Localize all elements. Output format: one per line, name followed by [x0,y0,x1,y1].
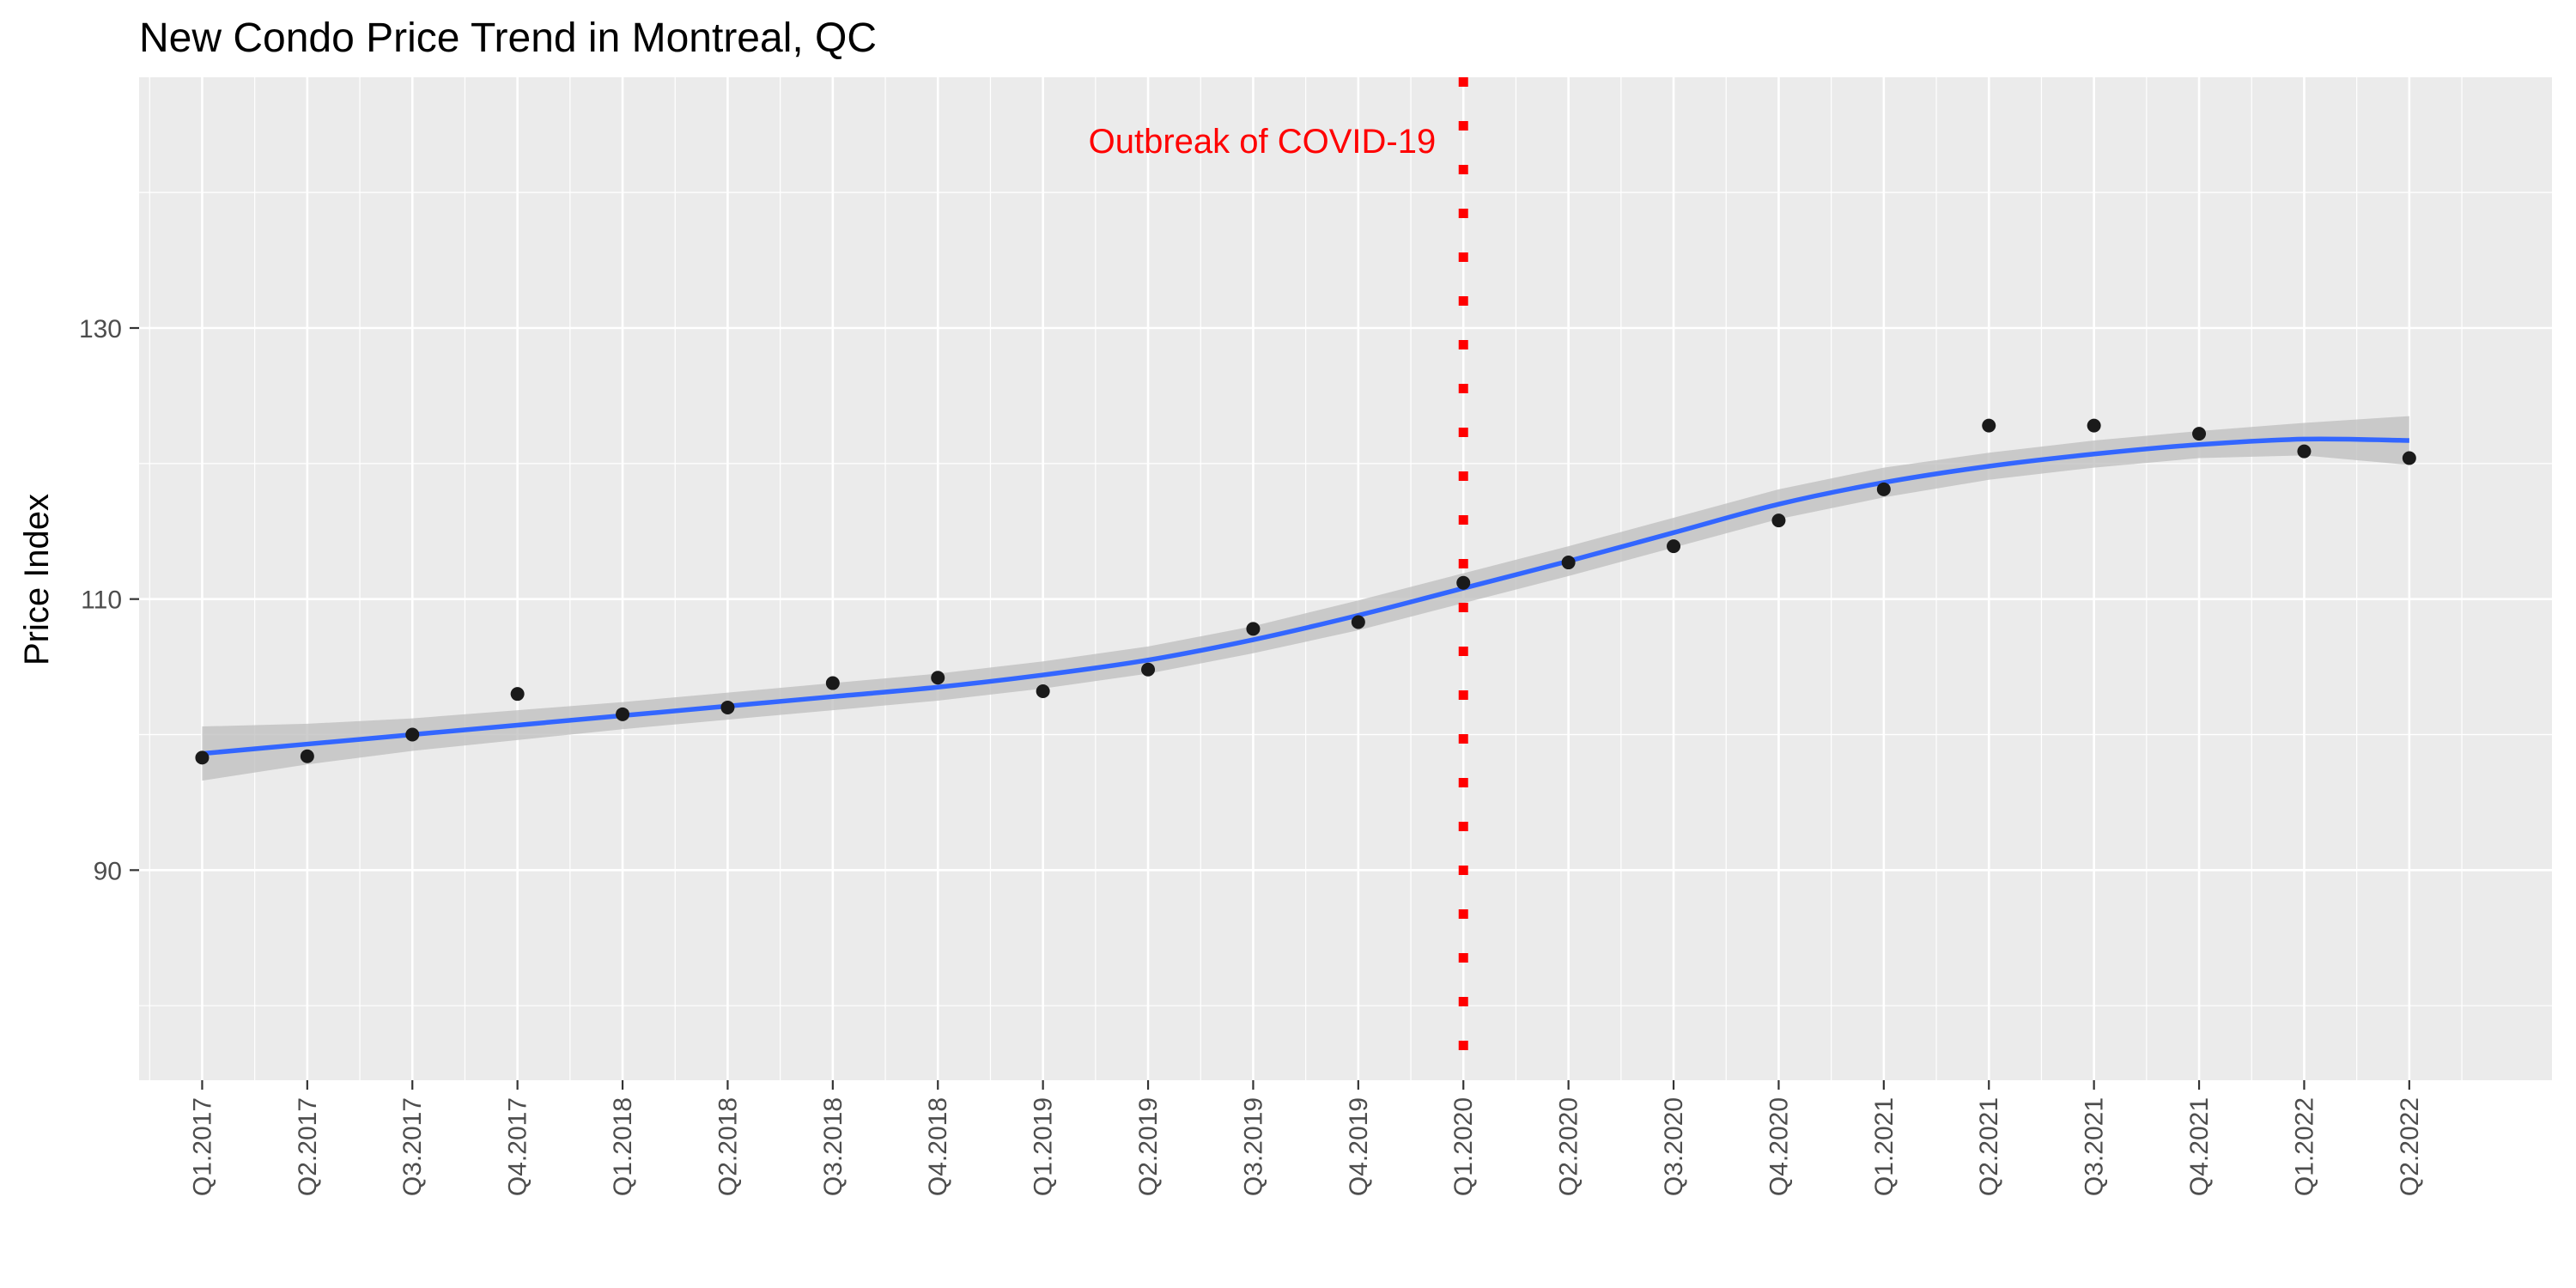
x-tick-label: Q3.2017 [398,1097,427,1196]
x-tick-label: Q3.2021 [2081,1097,2109,1196]
smooth-confidence-band [202,416,2409,781]
data-point [2297,444,2312,459]
x-tick-label: Q3.2020 [1660,1097,1688,1196]
data-point [2192,427,2207,441]
data-point [1667,539,1681,554]
x-tick-label: Q2.2019 [1134,1097,1163,1196]
y-axis-title: Price Index [18,494,56,665]
data-point [931,671,945,685]
x-tick-label: Q4.2017 [504,1097,532,1196]
x-tick-label: Q2.2022 [2396,1097,2424,1196]
data-point [405,727,420,742]
smooth-trend-line [202,436,2409,756]
data-point [825,676,840,690]
data-point [195,750,210,765]
x-tick-label: Q4.2019 [1345,1097,1373,1196]
x-tick-label: Q4.2018 [924,1097,952,1196]
data-point [1351,615,1365,629]
x-tick-label: Q1.2020 [1449,1097,1478,1196]
data-point [1982,418,1996,433]
plot-panel: Outbreak of COVID-19 90 110 130 Q1.2017 Q2.20… [79,77,2552,1196]
data-point [1876,482,1891,496]
x-tick-label: Q2.2017 [294,1097,322,1196]
x-tick-label: Q3.2019 [1239,1097,1267,1196]
x-tick-label: Q1.2021 [1870,1097,1899,1196]
data-point [2402,451,2416,465]
x-tick-label: Q3.2018 [819,1097,848,1196]
x-tick-label: Q1.2019 [1030,1097,1058,1196]
x-tick-label: Q1.2022 [2290,1097,2318,1196]
data-point [1561,556,1576,570]
chart-title: New Condo Price Trend in Montreal, QC [139,15,877,61]
data-point [2087,418,2101,433]
panel-background [139,77,2552,1080]
data-point [1246,622,1261,636]
data-point [1456,575,1471,590]
x-tick-label: Q4.2021 [2185,1097,2214,1196]
data-point [300,749,314,763]
y-tick-label: 90 [94,857,122,885]
data-point [720,700,735,714]
data-point [510,687,525,702]
x-tick-label: Q1.2018 [609,1097,637,1196]
x-tick-label: Q2.2021 [1975,1097,2003,1196]
data-point [1771,513,1786,528]
x-tick-label: Q4.2020 [1765,1097,1793,1196]
x-tick-label: Q2.2018 [714,1097,742,1196]
y-tick-label: 130 [79,315,122,343]
x-tick-label: Q1.2017 [188,1097,216,1196]
x-tick-label: Q2.2020 [1555,1097,1583,1196]
data-point [616,707,630,721]
y-tick-label: 110 [81,586,122,615]
covid-annotation: Outbreak of COVID-19 [1089,123,1437,161]
data-point [1141,662,1156,677]
data-point [1036,684,1050,699]
